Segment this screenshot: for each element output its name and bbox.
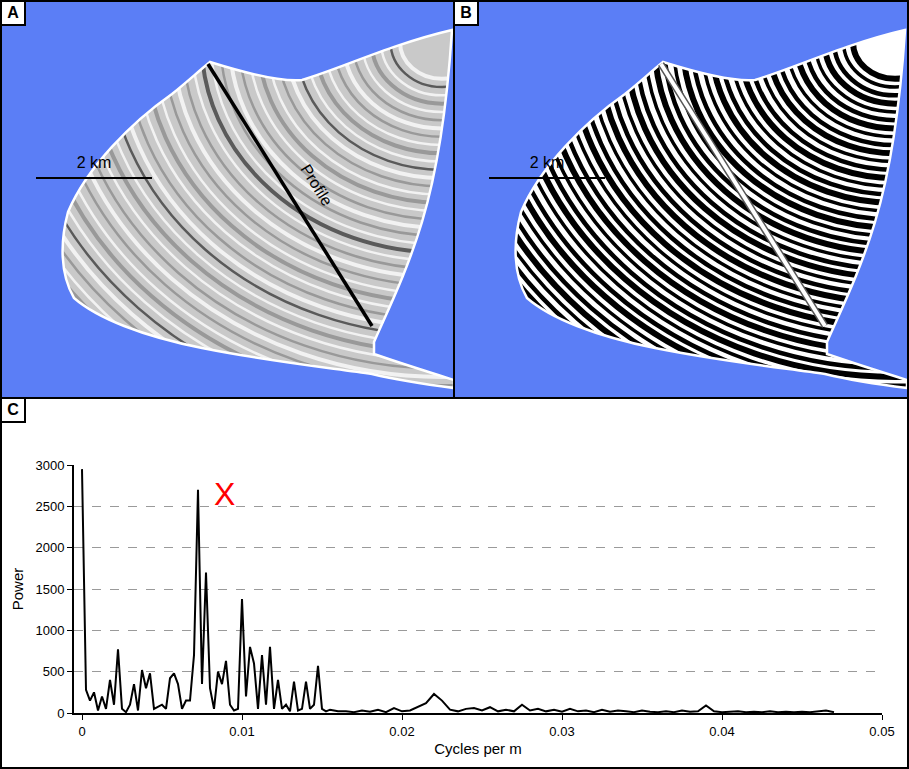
svg-text:0: 0 [78,724,85,739]
svg-text:X: X [214,476,235,512]
svg-text:1500: 1500 [35,582,64,597]
html-text:C: C [7,401,19,418]
svg-text:0.05: 0.05 [869,724,894,739]
svg-text:3000: 3000 [35,458,64,473]
svg-text:2 km: 2 km [77,154,112,171]
svg-text:Cycles per m: Cycles per m [434,740,522,757]
svg-text:0.04: 0.04 [709,724,734,739]
svg-text:2000: 2000 [35,540,64,555]
svg-text:2500: 2500 [35,499,64,514]
html-text:B: B [460,4,472,21]
svg-text:0.02: 0.02 [389,724,414,739]
svg-text:0: 0 [57,706,64,721]
svg-text:0.03: 0.03 [549,724,574,739]
svg-text:0.01: 0.01 [229,724,254,739]
svg-text:Power: Power [9,568,26,611]
svg-text:2 km: 2 km [530,154,565,171]
svg-text:1000: 1000 [35,623,64,638]
svg-text:500: 500 [43,664,65,679]
html-text:A: A [7,4,19,21]
svg-text:Profile: Profile [297,161,336,209]
